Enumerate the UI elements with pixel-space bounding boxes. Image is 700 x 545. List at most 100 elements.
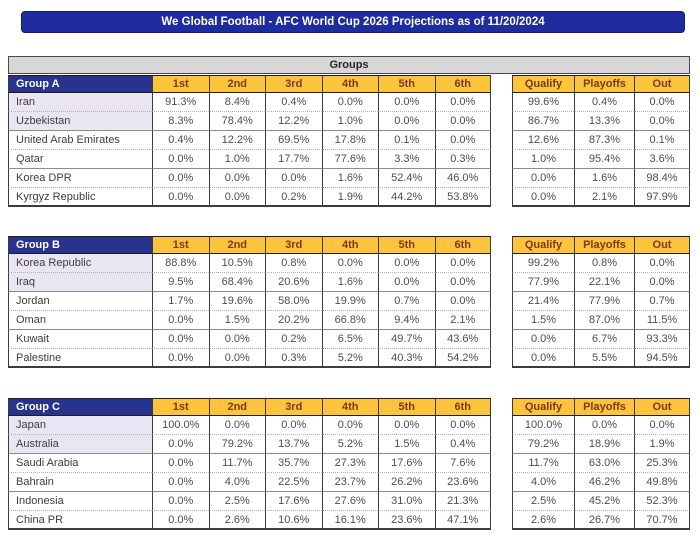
outcome-value-cell: 70.7% <box>634 511 690 530</box>
position-value-cell: 13.7% <box>265 435 322 454</box>
table-gap <box>491 236 512 254</box>
outcome-value-cell: 25.3% <box>634 454 690 473</box>
team-name-cell: China PR <box>8 511 152 530</box>
outcome-value-cell: 0.7% <box>634 292 690 311</box>
position-value-cell: 0.0% <box>321 93 378 112</box>
table-gap <box>491 273 512 292</box>
position-value-cell: 1.6% <box>321 169 378 188</box>
position-value-cell: 68.4% <box>208 273 265 292</box>
position-value-cell: 0.0% <box>152 492 209 511</box>
position-header: 4th <box>321 236 378 254</box>
position-value-cell: 0.0% <box>152 511 209 530</box>
outcome-value-cell: 6.7% <box>574 330 634 349</box>
team-name-cell: Japan <box>8 416 152 435</box>
outcome-value-cell: 1.6% <box>574 169 634 188</box>
position-value-cell: 0.0% <box>378 254 435 273</box>
group-table-group-c: Group C 1st 2nd 3rd 4th 5th 6th Qualify Playoffs… <box>8 398 690 530</box>
outcome-value-cell: 3.6% <box>634 150 690 169</box>
outcome-value-cell: 18.9% <box>574 435 634 454</box>
position-value-cell: 19.9% <box>321 292 378 311</box>
position-value-cell: 0.4% <box>152 131 209 150</box>
outcome-value-cell: 77.9% <box>574 292 634 311</box>
outcome-value-cell: 0.0% <box>512 188 574 207</box>
group-name-header: Group A <box>8 75 152 93</box>
team-name-cell: Oman <box>8 311 152 330</box>
position-value-cell: 0.0% <box>208 416 265 435</box>
position-value-cell: 53.8% <box>434 188 491 207</box>
table-gap <box>491 349 512 368</box>
outcome-value-cell: 2.5% <box>512 492 574 511</box>
outcome-value-cell: 63.0% <box>574 454 634 473</box>
position-value-cell: 23.7% <box>321 473 378 492</box>
position-value-cell: 0.3% <box>434 150 491 169</box>
position-value-cell: 0.0% <box>378 112 435 131</box>
position-value-cell: 0.0% <box>434 416 491 435</box>
position-value-cell: 49.7% <box>378 330 435 349</box>
outcome-value-cell: 0.8% <box>574 254 634 273</box>
outcome-value-cell: 95.4% <box>574 150 634 169</box>
position-value-cell: 0.0% <box>152 188 209 207</box>
position-value-cell: 58.0% <box>265 292 322 311</box>
outcome-value-cell: 1.0% <box>512 150 574 169</box>
outcome-value-cell: 77.9% <box>512 273 574 292</box>
position-header: 1st <box>152 398 209 416</box>
table-gap <box>491 93 512 112</box>
outcome-value-cell: 93.3% <box>634 330 690 349</box>
outcome-value-cell: 0.0% <box>634 416 690 435</box>
position-header: 2nd <box>208 75 265 93</box>
outcome-value-cell: 100.0% <box>512 416 574 435</box>
position-value-cell: 20.6% <box>265 273 322 292</box>
position-header: 2nd <box>208 398 265 416</box>
position-value-cell: 2.1% <box>434 311 491 330</box>
position-value-cell: 8.4% <box>208 93 265 112</box>
position-value-cell: 0.0% <box>152 311 209 330</box>
position-value-cell: 46.0% <box>434 169 491 188</box>
table-gap <box>491 473 512 492</box>
position-value-cell: 0.0% <box>208 188 265 207</box>
group-table-group-b: Group B 1st 2nd 3rd 4th 5th 6th Qualify Playoffs… <box>8 236 690 368</box>
position-value-cell: 100.0% <box>152 416 209 435</box>
position-header: 1st <box>152 236 209 254</box>
position-value-cell: 0.0% <box>434 273 491 292</box>
position-value-cell: 0.4% <box>265 93 322 112</box>
position-value-cell: 2.5% <box>208 492 265 511</box>
outcome-value-cell: 0.0% <box>574 416 634 435</box>
position-value-cell: 88.8% <box>152 254 209 273</box>
position-header: 3rd <box>265 398 322 416</box>
team-name-cell: Jordan <box>8 292 152 311</box>
table-gap <box>491 254 512 273</box>
outcome-value-cell: 1.9% <box>634 435 690 454</box>
position-value-cell: 19.6% <box>208 292 265 311</box>
team-name-cell: Kuwait <box>8 330 152 349</box>
position-value-cell: 0.0% <box>152 349 209 368</box>
position-header: 6th <box>434 75 491 93</box>
position-value-cell: 0.0% <box>434 131 491 150</box>
outcome-header: Qualify <box>512 236 574 254</box>
position-value-cell: 1.0% <box>321 112 378 131</box>
outcome-value-cell: 2.1% <box>574 188 634 207</box>
position-value-cell: 10.5% <box>208 254 265 273</box>
position-value-cell: 0.0% <box>321 254 378 273</box>
table-gap <box>491 330 512 349</box>
outcome-value-cell: 0.0% <box>512 169 574 188</box>
outcome-value-cell: 0.0% <box>512 330 574 349</box>
position-value-cell: 4.0% <box>208 473 265 492</box>
position-value-cell: 79.2% <box>208 435 265 454</box>
position-value-cell: 0.0% <box>378 93 435 112</box>
position-value-cell: 47.1% <box>434 511 491 530</box>
position-value-cell: 0.4% <box>434 435 491 454</box>
outcome-header: Playoffs <box>574 398 634 416</box>
team-name-cell: United Arab Emirates <box>8 131 152 150</box>
table-gap <box>491 131 512 150</box>
team-name-cell: Uzbekistan <box>8 112 152 131</box>
position-value-cell: 11.7% <box>208 454 265 473</box>
outcome-header: Out <box>634 75 690 93</box>
table-gap <box>491 75 512 93</box>
outcome-value-cell: 0.0% <box>634 254 690 273</box>
outcome-value-cell: 0.0% <box>634 112 690 131</box>
outcome-value-cell: 98.4% <box>634 169 690 188</box>
position-value-cell: 20.2% <box>265 311 322 330</box>
table-gap <box>491 454 512 473</box>
position-value-cell: 52.4% <box>378 169 435 188</box>
